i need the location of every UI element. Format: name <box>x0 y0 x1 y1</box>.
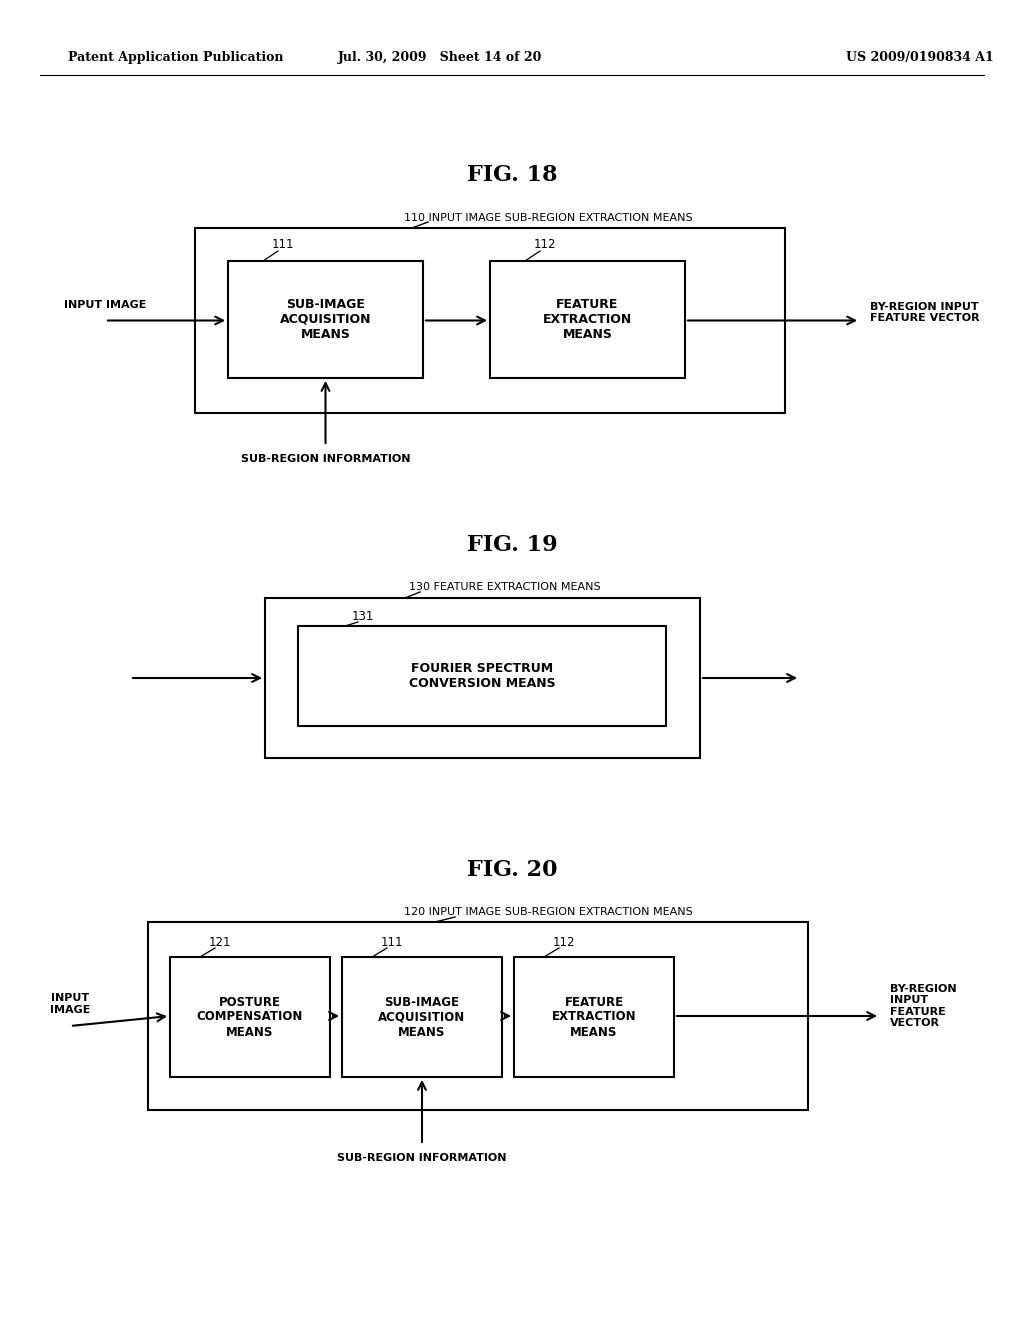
Text: FIG. 18: FIG. 18 <box>467 164 557 186</box>
Bar <box>490 261 685 378</box>
Text: SUB-REGION INFORMATION: SUB-REGION INFORMATION <box>337 1152 507 1163</box>
Text: 111: 111 <box>271 239 294 252</box>
Text: INPUT
IMAGE: INPUT IMAGE <box>50 993 90 1015</box>
Text: FEATURE
EXTRACTION
MEANS: FEATURE EXTRACTION MEANS <box>543 298 632 341</box>
Text: Patent Application Publication: Patent Application Publication <box>68 51 284 65</box>
Text: 121: 121 <box>209 936 231 949</box>
Text: 131: 131 <box>352 610 374 623</box>
Text: INPUT IMAGE: INPUT IMAGE <box>63 300 146 309</box>
Text: FIG. 20: FIG. 20 <box>467 859 557 880</box>
Text: 110 INPUT IMAGE SUB-REGION EXTRACTION MEANS: 110 INPUT IMAGE SUB-REGION EXTRACTION ME… <box>403 213 692 223</box>
Bar <box>170 957 330 1077</box>
Text: BY-REGION
INPUT
FEATURE
VECTOR: BY-REGION INPUT FEATURE VECTOR <box>890 983 956 1028</box>
Bar <box>228 261 423 378</box>
Text: SUB-IMAGE
ACQUISITION
MEANS: SUB-IMAGE ACQUISITION MEANS <box>379 995 466 1039</box>
Text: FEATURE
EXTRACTION
MEANS: FEATURE EXTRACTION MEANS <box>552 995 636 1039</box>
Text: POSTURE
COMPENSATION
MEANS: POSTURE COMPENSATION MEANS <box>197 995 303 1039</box>
Bar <box>342 957 502 1077</box>
Bar <box>514 957 674 1077</box>
Text: BY-REGION INPUT
FEATURE VECTOR: BY-REGION INPUT FEATURE VECTOR <box>870 302 980 323</box>
Bar <box>195 228 785 413</box>
Bar <box>298 626 666 726</box>
Text: FOURIER SPECTRUM
CONVERSION MEANS: FOURIER SPECTRUM CONVERSION MEANS <box>409 663 555 690</box>
Text: 112: 112 <box>553 936 575 949</box>
Text: SUB-REGION INFORMATION: SUB-REGION INFORMATION <box>241 454 411 465</box>
Bar <box>148 921 808 1110</box>
Text: FIG. 19: FIG. 19 <box>467 535 557 556</box>
Text: 112: 112 <box>534 239 556 252</box>
Text: 130 FEATURE EXTRACTION MEANS: 130 FEATURE EXTRACTION MEANS <box>410 582 601 591</box>
Text: 120 INPUT IMAGE SUB-REGION EXTRACTION MEANS: 120 INPUT IMAGE SUB-REGION EXTRACTION ME… <box>403 907 692 917</box>
Text: US 2009/0190834 A1: US 2009/0190834 A1 <box>846 51 994 65</box>
Text: 111: 111 <box>381 936 403 949</box>
Text: SUB-IMAGE
ACQUISITION
MEANS: SUB-IMAGE ACQUISITION MEANS <box>280 298 372 341</box>
Bar <box>265 598 700 758</box>
Text: Jul. 30, 2009   Sheet 14 of 20: Jul. 30, 2009 Sheet 14 of 20 <box>338 51 542 65</box>
